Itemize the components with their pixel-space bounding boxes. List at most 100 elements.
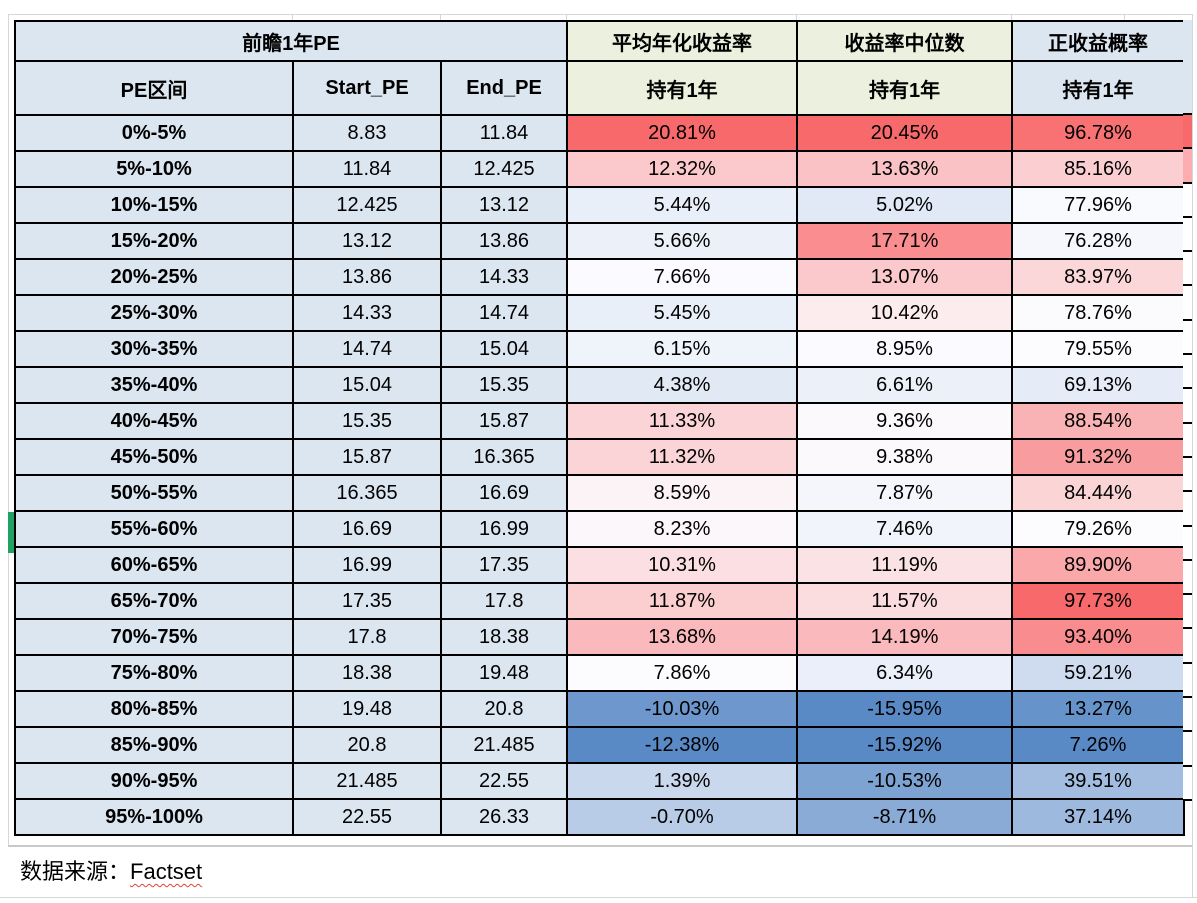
cell-avg-return[interactable]: 6.15% bbox=[566, 330, 799, 368]
cell-median-return[interactable]: 13.63% bbox=[796, 150, 1014, 188]
cell-median-return[interactable]: 6.34% bbox=[796, 654, 1014, 692]
cell-start-pe[interactable]: 20.8 bbox=[292, 726, 442, 764]
cell-avg-return[interactable]: 5.66% bbox=[566, 222, 799, 260]
cell-pe-range[interactable]: 70%-75% bbox=[14, 618, 294, 656]
cell-avg-return[interactable]: 1.39% bbox=[566, 762, 799, 800]
cell-avg-return[interactable]: 4.38% bbox=[566, 366, 799, 404]
cell-avg-return[interactable]: 7.86% bbox=[566, 654, 799, 692]
cell-end-pe[interactable]: 22.55 bbox=[439, 762, 569, 800]
cell-start-pe[interactable]: 16.69 bbox=[292, 510, 442, 548]
cell-pe-range[interactable]: 60%-65% bbox=[14, 546, 294, 584]
cell-end-pe[interactable]: 17.8 bbox=[439, 582, 569, 620]
cell-median-return[interactable]: 10.42% bbox=[796, 294, 1014, 332]
cell-positive-prob[interactable]: 85.16% bbox=[1011, 150, 1186, 188]
cell-median-return[interactable]: -15.95% bbox=[796, 690, 1014, 728]
cell-pe-range[interactable]: 95%-100% bbox=[14, 798, 294, 836]
cell-median-return[interactable]: 7.87% bbox=[796, 474, 1014, 512]
cell-median-return[interactable]: 17.71% bbox=[796, 222, 1014, 260]
cell-avg-return[interactable]: -0.70% bbox=[566, 798, 799, 836]
cell-avg-return[interactable]: 7.66% bbox=[566, 258, 799, 296]
cell-avg-return[interactable]: 5.45% bbox=[566, 294, 799, 332]
cell-pe-range[interactable]: 20%-25% bbox=[14, 258, 294, 296]
cell-avg-return[interactable]: 11.33% bbox=[566, 402, 799, 440]
cell-avg-return[interactable]: -10.03% bbox=[566, 690, 799, 728]
cell-positive-prob[interactable]: 39.51% bbox=[1011, 762, 1186, 800]
cell-median-return[interactable]: 14.19% bbox=[796, 618, 1014, 656]
cell-avg-return[interactable]: 10.31% bbox=[566, 546, 799, 584]
cell-start-pe[interactable]: 16.365 bbox=[292, 474, 442, 512]
cell-start-pe[interactable]: 17.35 bbox=[292, 582, 442, 620]
cell-end-pe[interactable]: 26.33 bbox=[439, 798, 569, 836]
cell-start-pe[interactable]: 14.33 bbox=[292, 294, 442, 332]
cell-pe-range[interactable]: 50%-55% bbox=[14, 474, 294, 512]
cell-pe-range[interactable]: 15%-20% bbox=[14, 222, 294, 260]
cell-avg-return[interactable]: 20.81% bbox=[566, 114, 799, 152]
header-positive-prob[interactable]: 正收益概率 bbox=[1011, 20, 1186, 62]
cell-avg-return[interactable]: 8.23% bbox=[566, 510, 799, 548]
cell-median-return[interactable]: 5.02% bbox=[796, 186, 1014, 224]
header-start-pe[interactable]: Start_PE bbox=[292, 60, 442, 116]
cell-pe-range[interactable]: 65%-70% bbox=[14, 582, 294, 620]
cell-avg-return[interactable]: -12.38% bbox=[566, 726, 799, 764]
cell-pe-range[interactable]: 45%-50% bbox=[14, 438, 294, 476]
cell-start-pe[interactable]: 16.99 bbox=[292, 546, 442, 584]
header-median-return[interactable]: 收益率中位数 bbox=[796, 20, 1014, 62]
cell-median-return[interactable]: -10.53% bbox=[796, 762, 1014, 800]
cell-median-return[interactable]: 13.07% bbox=[796, 258, 1014, 296]
cell-end-pe[interactable]: 16.365 bbox=[439, 438, 569, 476]
cell-start-pe[interactable]: 14.74 bbox=[292, 330, 442, 368]
cell-start-pe[interactable]: 18.38 bbox=[292, 654, 442, 692]
cell-positive-prob[interactable]: 13.27% bbox=[1011, 690, 1186, 728]
cell-avg-return[interactable]: 12.32% bbox=[566, 150, 799, 188]
cell-pe-range[interactable]: 80%-85% bbox=[14, 690, 294, 728]
cell-start-pe[interactable]: 12.425 bbox=[292, 186, 442, 224]
cell-pe-range[interactable]: 90%-95% bbox=[14, 762, 294, 800]
cell-pe-range[interactable]: 0%-5% bbox=[14, 114, 294, 152]
cell-end-pe[interactable]: 13.12 bbox=[439, 186, 569, 224]
cell-end-pe[interactable]: 19.48 bbox=[439, 654, 569, 692]
cell-end-pe[interactable]: 15.87 bbox=[439, 402, 569, 440]
cell-pe-range[interactable]: 10%-15% bbox=[14, 186, 294, 224]
cell-start-pe[interactable]: 22.55 bbox=[292, 798, 442, 836]
cell-start-pe[interactable]: 17.8 bbox=[292, 618, 442, 656]
cell-positive-prob[interactable]: 93.40% bbox=[1011, 618, 1186, 656]
cell-positive-prob[interactable]: 78.76% bbox=[1011, 294, 1186, 332]
header-hold-1y-positive[interactable]: 持有1年 bbox=[1011, 60, 1186, 116]
cell-end-pe[interactable]: 15.04 bbox=[439, 330, 569, 368]
cell-start-pe[interactable]: 13.86 bbox=[292, 258, 442, 296]
cell-end-pe[interactable]: 12.425 bbox=[439, 150, 569, 188]
cell-pe-range[interactable]: 30%-35% bbox=[14, 330, 294, 368]
cell-avg-return[interactable]: 5.44% bbox=[566, 186, 799, 224]
cell-positive-prob[interactable]: 88.54% bbox=[1011, 402, 1186, 440]
cell-median-return[interactable]: 11.57% bbox=[796, 582, 1014, 620]
cell-pe-range[interactable]: 35%-40% bbox=[14, 366, 294, 404]
cell-pe-range[interactable]: 55%-60% bbox=[14, 510, 294, 548]
cell-median-return[interactable]: 7.46% bbox=[796, 510, 1014, 548]
cell-end-pe[interactable]: 11.84 bbox=[439, 114, 569, 152]
cell-positive-prob[interactable]: 79.26% bbox=[1011, 510, 1186, 548]
cell-positive-prob[interactable]: 83.97% bbox=[1011, 258, 1186, 296]
cell-end-pe[interactable]: 16.99 bbox=[439, 510, 569, 548]
cell-median-return[interactable]: 9.36% bbox=[796, 402, 1014, 440]
cell-start-pe[interactable]: 11.84 bbox=[292, 150, 442, 188]
cell-median-return[interactable]: -8.71% bbox=[796, 798, 1014, 836]
cell-positive-prob[interactable]: 84.44% bbox=[1011, 474, 1186, 512]
cell-pe-range[interactable]: 40%-45% bbox=[14, 402, 294, 440]
cell-median-return[interactable]: 6.61% bbox=[796, 366, 1014, 404]
cell-end-pe[interactable]: 14.33 bbox=[439, 258, 569, 296]
header-hold-1y-avg[interactable]: 持有1年 bbox=[566, 60, 799, 116]
cell-positive-prob[interactable]: 37.14% bbox=[1011, 798, 1186, 836]
cell-start-pe[interactable]: 19.48 bbox=[292, 690, 442, 728]
cell-median-return[interactable]: 11.19% bbox=[796, 546, 1014, 584]
cell-pe-range[interactable]: 5%-10% bbox=[14, 150, 294, 188]
cell-positive-prob[interactable]: 7.26% bbox=[1011, 726, 1186, 764]
cell-end-pe[interactable]: 16.69 bbox=[439, 474, 569, 512]
cell-positive-prob[interactable]: 76.28% bbox=[1011, 222, 1186, 260]
cell-end-pe[interactable]: 21.485 bbox=[439, 726, 569, 764]
cell-end-pe[interactable]: 20.8 bbox=[439, 690, 569, 728]
cell-median-return[interactable]: -15.92% bbox=[796, 726, 1014, 764]
header-pe-range[interactable]: PE区间 bbox=[14, 60, 294, 116]
cell-positive-prob[interactable]: 96.78% bbox=[1011, 114, 1186, 152]
cell-positive-prob[interactable]: 91.32% bbox=[1011, 438, 1186, 476]
cell-start-pe[interactable]: 13.12 bbox=[292, 222, 442, 260]
